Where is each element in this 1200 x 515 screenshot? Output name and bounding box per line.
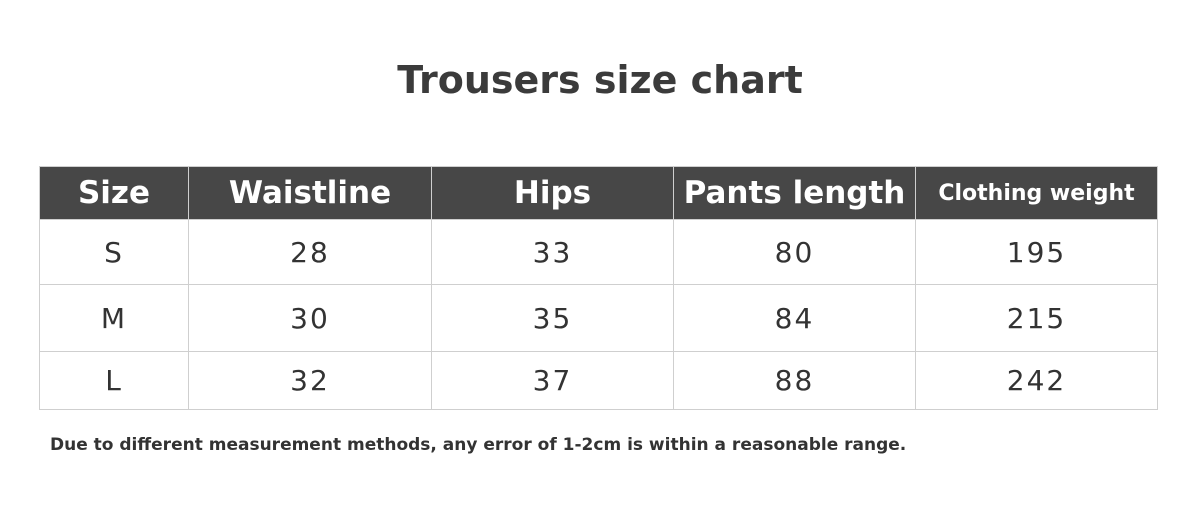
header-size: Size	[39, 166, 189, 220]
page-title: Trousers size chart	[397, 58, 803, 102]
cell-hips: 37	[431, 351, 674, 410]
header-waistline: Waistline	[188, 166, 432, 220]
header-pants-length: Pants length	[673, 166, 916, 220]
cell-waistline: 30	[188, 284, 432, 352]
cell-hips: 33	[431, 219, 674, 285]
cell-clothing-weight: 195	[915, 219, 1158, 285]
header-clothing-weight: Clothing weight	[915, 166, 1158, 220]
cell-clothing-weight: 215	[915, 284, 1158, 352]
cell-pants-length: 84	[673, 284, 916, 352]
size-chart-table: Size Waistline Hips Pants length Clothin…	[39, 166, 1158, 410]
cell-pants-length: 80	[673, 219, 916, 285]
cell-hips: 35	[431, 284, 674, 352]
header-row: Size Waistline Hips Pants length Clothin…	[39, 166, 1158, 220]
table-row: S 28 33 80 195	[39, 219, 1158, 285]
cell-pants-length: 88	[673, 351, 916, 410]
cell-waistline: 28	[188, 219, 432, 285]
cell-size: M	[39, 284, 189, 352]
measurement-note: Due to different measurement methods, an…	[50, 435, 907, 455]
table-row: L 32 37 88 242	[39, 351, 1158, 410]
header-hips: Hips	[431, 166, 674, 220]
cell-waistline: 32	[188, 351, 432, 410]
cell-size: L	[39, 351, 189, 410]
cell-clothing-weight: 242	[915, 351, 1158, 410]
table-row: M 30 35 84 215	[39, 284, 1158, 352]
cell-size: S	[39, 219, 189, 285]
